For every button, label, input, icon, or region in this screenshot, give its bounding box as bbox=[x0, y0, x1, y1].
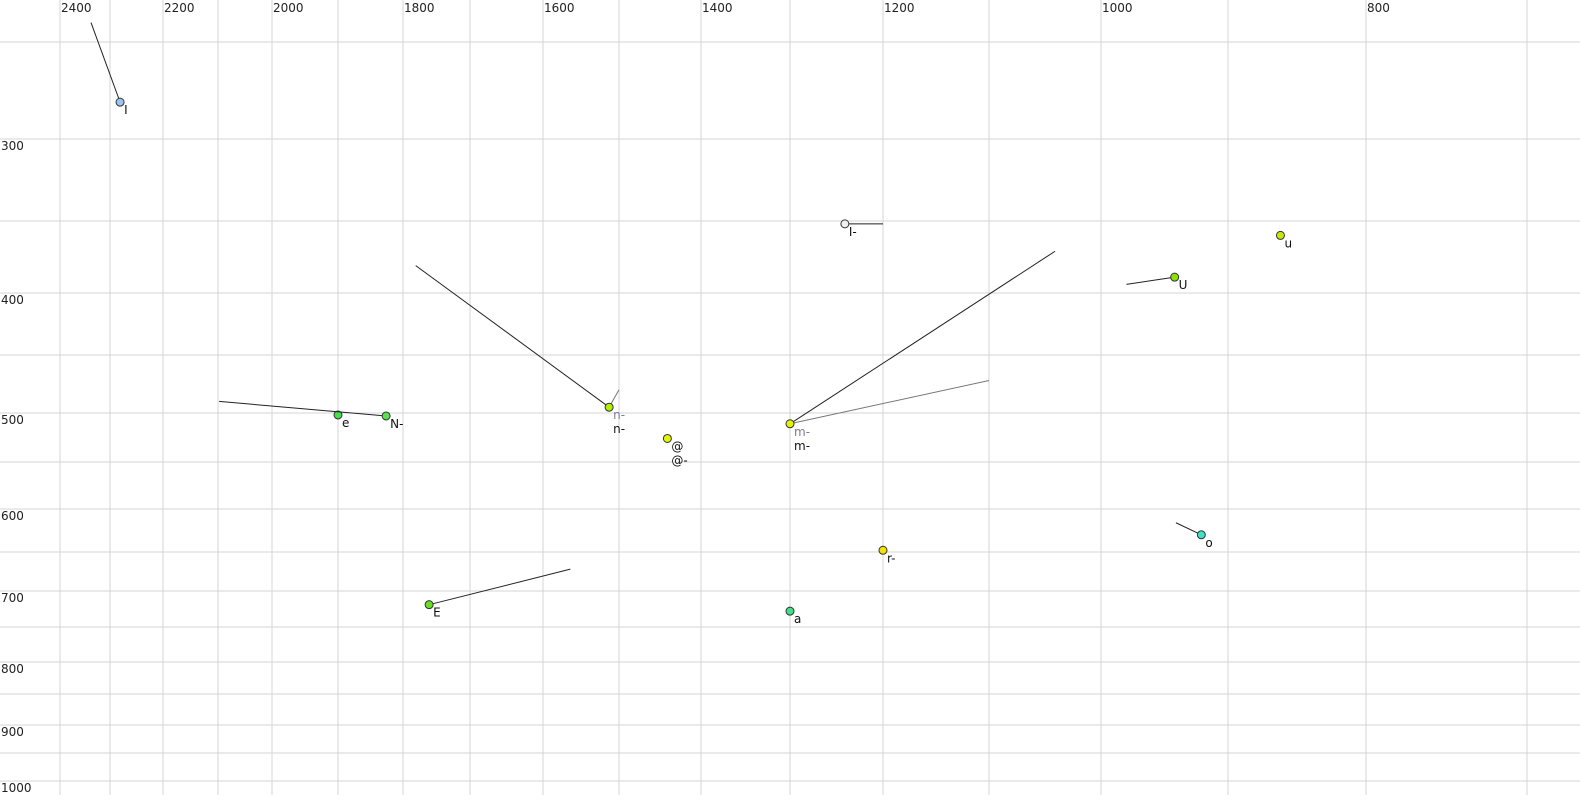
x-tick-label: 1600 bbox=[544, 1, 575, 15]
point-label: n- bbox=[613, 422, 625, 436]
tick-labels: 2400 2200 2000 1800 1600 1400 1200 1000 800 300 40… bbox=[1, 1, 1390, 795]
point-label: U bbox=[1179, 278, 1188, 292]
point-marker bbox=[1275, 230, 1285, 240]
point-label: e bbox=[342, 416, 349, 430]
point-label: r- bbox=[887, 551, 896, 565]
point-label: a bbox=[794, 612, 801, 626]
x-tick-label: 800 bbox=[1367, 1, 1390, 15]
point-marker bbox=[115, 97, 125, 107]
vowel-point: u bbox=[1275, 230, 1292, 250]
trajectory-line bbox=[429, 568, 571, 606]
vowel-point: U bbox=[1126, 272, 1188, 292]
x-tick-label: 1400 bbox=[702, 1, 733, 15]
point-label: E bbox=[433, 606, 441, 620]
trajectory-line bbox=[789, 250, 1056, 425]
x-tick-label: 2200 bbox=[164, 1, 195, 15]
vowel-point: @@- bbox=[662, 433, 688, 467]
vowel-point: I bbox=[90, 22, 128, 117]
point-label: N- bbox=[390, 417, 403, 431]
y-tick-label: 800 bbox=[1, 662, 24, 676]
point-marker bbox=[604, 402, 614, 412]
y-tick-label: 500 bbox=[1, 413, 24, 427]
y-tick-label: 1000 bbox=[1, 781, 32, 795]
point-marker bbox=[424, 600, 434, 610]
vowel-point: o bbox=[1175, 522, 1213, 550]
point-marker bbox=[878, 545, 888, 555]
trajectory-line bbox=[1175, 522, 1202, 536]
point-marker bbox=[785, 419, 795, 429]
point-marker bbox=[333, 410, 343, 420]
vowel-point: m-m- bbox=[785, 250, 1056, 453]
vowel-point: a bbox=[785, 606, 801, 626]
point-label: m- bbox=[794, 425, 810, 439]
point-label: @- bbox=[671, 453, 687, 467]
point-marker bbox=[662, 433, 672, 443]
point-label: n- bbox=[613, 408, 625, 422]
y-tick-label: 900 bbox=[1, 725, 24, 739]
y-tick-label: 300 bbox=[1, 139, 24, 153]
point-marker bbox=[1170, 272, 1180, 282]
vowel-point: n-n- bbox=[415, 265, 625, 436]
point-label: u bbox=[1284, 236, 1292, 250]
point-label: @ bbox=[671, 439, 683, 453]
x-tick-label: 2400 bbox=[61, 1, 92, 15]
point-marker bbox=[381, 411, 391, 421]
point-marker bbox=[785, 606, 795, 616]
x-tick-label: 1800 bbox=[404, 1, 435, 15]
data-points: I I-u Ue N-n-n- @@- m-m-r-o E a bbox=[90, 22, 1292, 626]
vowel-point: N- bbox=[219, 400, 403, 431]
trajectory-line bbox=[789, 380, 990, 425]
trajectory-line bbox=[219, 400, 387, 417]
vowel-point: r- bbox=[878, 545, 896, 565]
point-label: m- bbox=[794, 439, 810, 453]
trajectory-line bbox=[90, 22, 121, 103]
vowel-point: e bbox=[333, 410, 349, 430]
point-label: o bbox=[1205, 536, 1212, 550]
x-tick-label: 2000 bbox=[273, 1, 304, 15]
point-marker bbox=[1196, 530, 1206, 540]
y-tick-label: 400 bbox=[1, 293, 24, 307]
y-tick-label: 700 bbox=[1, 591, 24, 605]
vowel-point: I- bbox=[840, 219, 883, 239]
x-tick-label: 1000 bbox=[1102, 1, 1133, 15]
point-label: I- bbox=[849, 225, 857, 239]
x-tick-label: 1200 bbox=[884, 1, 915, 15]
trajectory-line bbox=[415, 265, 610, 408]
y-tick-label: 600 bbox=[1, 509, 24, 523]
vowel-point: E bbox=[424, 568, 571, 620]
trajectory-line bbox=[1126, 276, 1175, 285]
point-label: I bbox=[124, 103, 128, 117]
point-marker bbox=[840, 219, 850, 229]
